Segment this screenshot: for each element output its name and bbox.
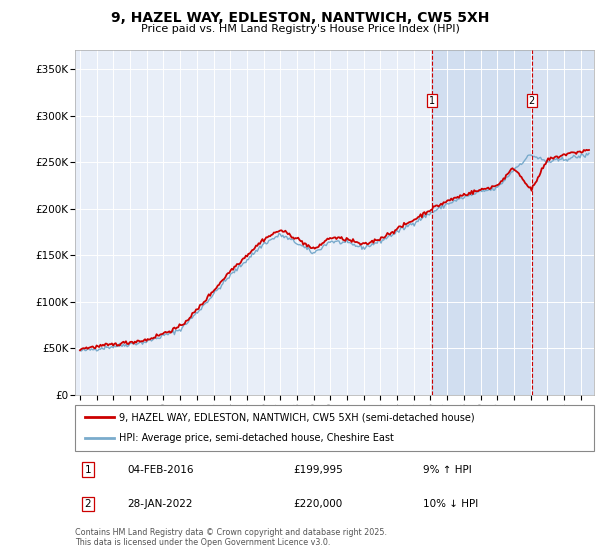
FancyBboxPatch shape — [75, 405, 594, 451]
Text: 2: 2 — [85, 499, 91, 509]
Text: Contains HM Land Registry data © Crown copyright and database right 2025.
This d: Contains HM Land Registry data © Crown c… — [75, 528, 387, 547]
Text: 28-JAN-2022: 28-JAN-2022 — [127, 499, 193, 509]
Text: 10% ↓ HPI: 10% ↓ HPI — [423, 499, 478, 509]
Text: Price paid vs. HM Land Registry's House Price Index (HPI): Price paid vs. HM Land Registry's House … — [140, 24, 460, 34]
Text: HPI: Average price, semi-detached house, Cheshire East: HPI: Average price, semi-detached house,… — [119, 433, 394, 444]
Bar — [432, 50, 532, 395]
Bar — [532, 50, 600, 395]
Text: £199,995: £199,995 — [293, 465, 343, 475]
Text: £220,000: £220,000 — [293, 499, 342, 509]
Text: 9, HAZEL WAY, EDLESTON, NANTWICH, CW5 5XH (semi-detached house): 9, HAZEL WAY, EDLESTON, NANTWICH, CW5 5X… — [119, 412, 475, 422]
Text: 9, HAZEL WAY, EDLESTON, NANTWICH, CW5 5XH: 9, HAZEL WAY, EDLESTON, NANTWICH, CW5 5X… — [111, 11, 489, 25]
Text: 2: 2 — [529, 96, 535, 106]
Text: 9% ↑ HPI: 9% ↑ HPI — [423, 465, 472, 475]
Text: 1: 1 — [85, 465, 91, 475]
Text: 04-FEB-2016: 04-FEB-2016 — [127, 465, 193, 475]
Text: 1: 1 — [429, 96, 435, 106]
